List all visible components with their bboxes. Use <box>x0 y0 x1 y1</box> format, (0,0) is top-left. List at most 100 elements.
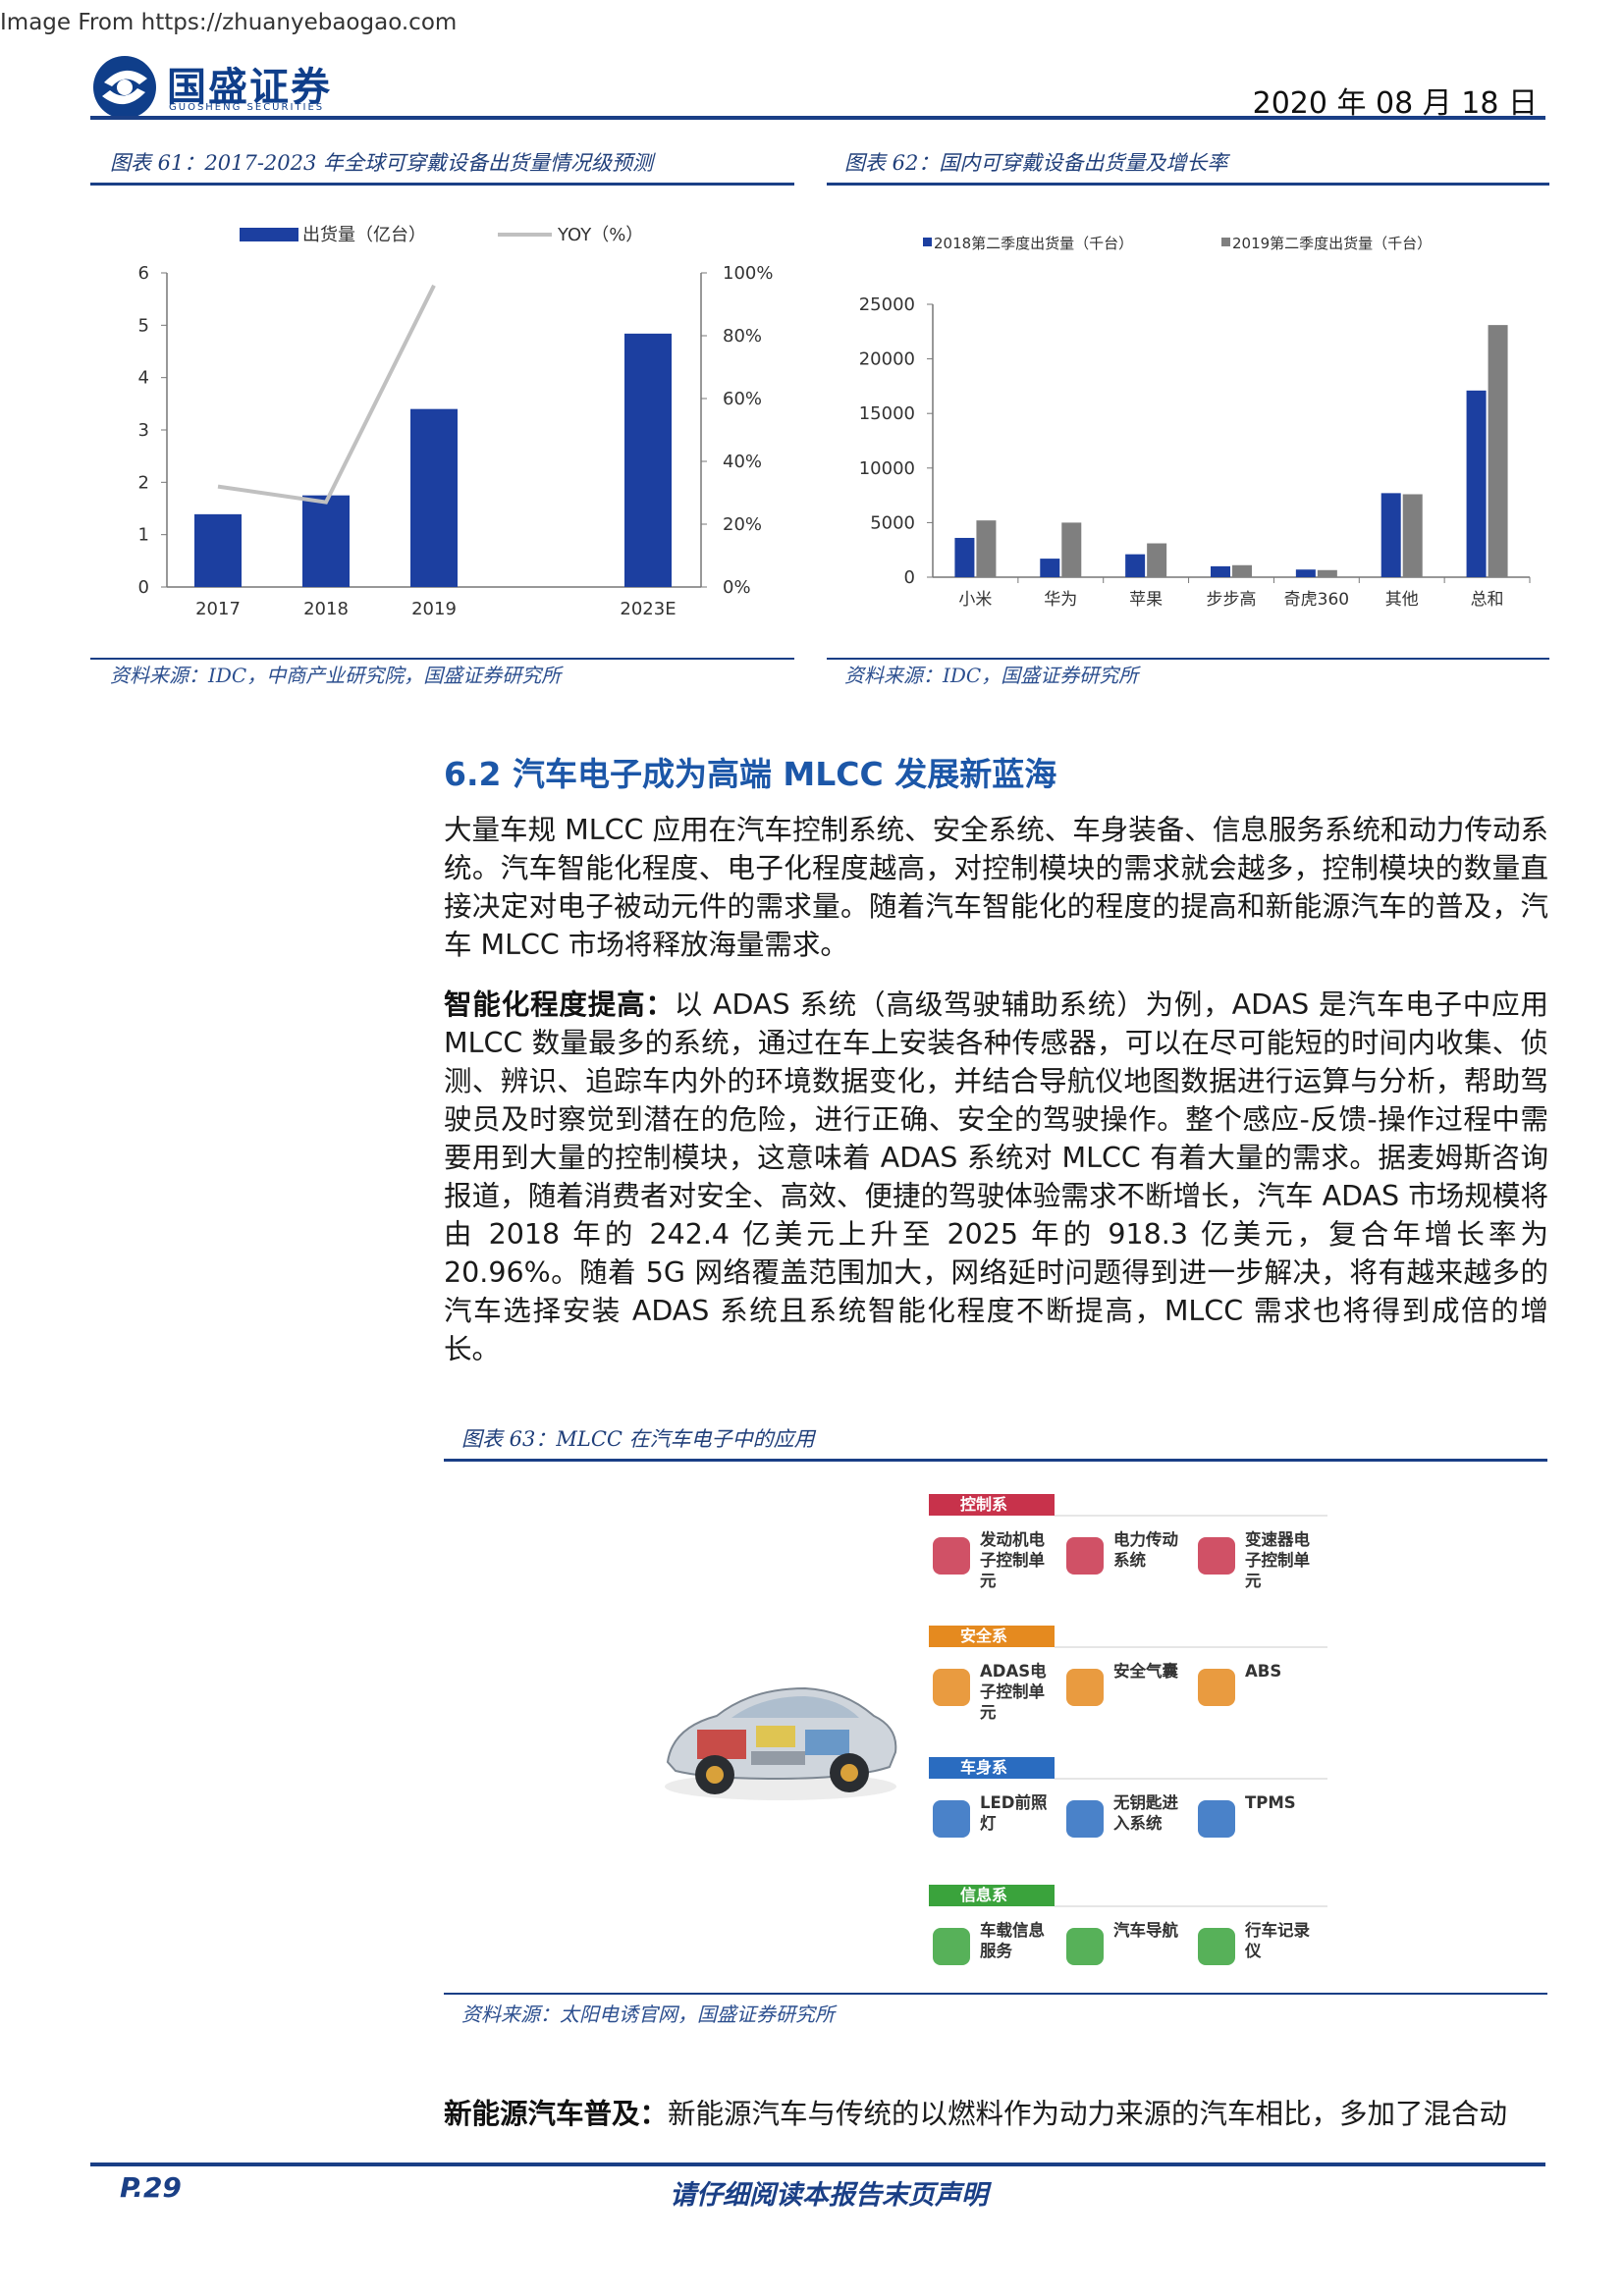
paragraph-3-body: 新能源汽车与传统的以燃料作为动力来源的汽车相比，多加了混合动 <box>668 2098 1508 2130</box>
x-tick-label: 华为 <box>1044 590 1077 610</box>
report-date: 2020 年 08 月 18 日 <box>1252 86 1538 121</box>
application-label: TPMS <box>1245 1793 1296 1812</box>
company-logo: 国盛证券 GUOSHENG SECURITIES <box>90 53 473 122</box>
y-tick-label: 2 <box>138 472 149 493</box>
figure62-chart: 2018第二季度出货量（千台） 2019第二季度出货量（千台） 0 5000 10000… <box>859 235 1531 610</box>
application-icon <box>933 1537 970 1575</box>
y2-tick-label: 20% <box>723 514 762 535</box>
figure63-bottom-rule <box>444 1993 1547 1995</box>
x-tick-label: 其他 <box>1385 590 1419 610</box>
bar-2019q2 <box>1147 543 1167 577</box>
bar-2019q2 <box>1061 522 1082 577</box>
bar-2019q2 <box>976 520 997 577</box>
legend-swatch-2018q2 <box>923 238 932 246</box>
bar-2018q2 <box>1295 569 1316 577</box>
x-tick-label: 2019 <box>411 599 457 619</box>
application-icon <box>933 1800 970 1838</box>
bar-2019q2 <box>1317 569 1337 577</box>
application-label: 电力传动系统 <box>1113 1530 1178 1570</box>
x-tick-label: 2023E <box>620 599 676 619</box>
x-tick-label: 总和 <box>1471 590 1504 610</box>
paragraph-2: 智能化程度提高：以 ADAS 系统（高级驾驶辅助系统）为例，ADAS 是汽车电子… <box>444 986 1548 1368</box>
y-tick-label: 6 <box>138 263 149 284</box>
application-icon <box>933 1669 970 1706</box>
application-icon <box>1198 1537 1235 1575</box>
bar-2018q2 <box>1211 565 1230 577</box>
category-divider <box>1055 1778 1327 1780</box>
y-tick-label: 5 <box>138 315 149 336</box>
application-icon <box>1198 1669 1235 1706</box>
figure62-title: 图表 62：国内可穿戴设备出货量及增长率 <box>844 151 1228 175</box>
bar-2018q2 <box>1125 554 1146 577</box>
figure63-top-rule <box>444 1459 1547 1462</box>
application-label: 发动机电子控制单元 <box>980 1530 1045 1590</box>
y2-tick-label: 80% <box>723 326 762 347</box>
paragraph-1: 大量车规 MLCC 应用在汽车控制系统、安全系统、车身装备、信息服务系统和动力传… <box>444 814 1548 961</box>
bar-shipments <box>624 333 672 587</box>
application-icon <box>1198 1928 1235 1965</box>
application-label: ADAS电子控制单元 <box>980 1662 1047 1722</box>
bar-shipments <box>410 408 458 587</box>
application-icon <box>1066 1800 1104 1838</box>
category-label: 安全系 <box>929 1626 1055 1647</box>
y-tick-label: 5000 <box>870 512 915 533</box>
y-tick-label: 25000 <box>859 294 915 315</box>
y-tick-label: 0 <box>138 577 149 598</box>
y-tick-label: 1 <box>138 525 149 546</box>
figure61-source: 资料来源：IDC，中商产业研究院，国盛证券研究所 <box>110 664 562 687</box>
category-divider <box>1055 1515 1327 1517</box>
y2-tick-label: 60% <box>723 389 762 409</box>
application-label: ABS <box>1245 1662 1282 1681</box>
application-icon <box>1198 1800 1235 1838</box>
x-tick-label: 步步高 <box>1207 590 1257 610</box>
y-tick-label: 4 <box>138 368 149 389</box>
bar-2019q2 <box>1488 325 1508 577</box>
figure62-bottom-rule <box>827 658 1549 660</box>
y2-tick-label: 0% <box>723 577 751 598</box>
y-tick-label: 3 <box>138 420 149 441</box>
y-tick-label: 20000 <box>859 349 915 370</box>
y-tick-label: 15000 <box>859 403 915 424</box>
category-label: 车身系 <box>929 1757 1055 1779</box>
y2-tick-label: 100% <box>723 263 773 284</box>
figure62-top-rule <box>827 183 1549 186</box>
legend-swatch-shipments <box>240 228 298 241</box>
paragraph-3: 新能源汽车普及：新能源汽车与传统的以燃料作为动力来源的汽车相比，多加了混合动 <box>444 2095 1548 2133</box>
car-illustration <box>665 1686 897 1800</box>
x-tick-label: 2017 <box>195 599 241 619</box>
bar-2019q2 <box>1402 494 1423 577</box>
company-name-en: GUOSHENG SECURITIES <box>169 102 325 113</box>
figure61-top-rule <box>90 183 794 186</box>
bar-shipments <box>302 495 350 587</box>
logo-icon <box>93 56 156 119</box>
legend-label-shipments: 出货量（亿台） <box>302 225 426 245</box>
application-label: 安全气囊 <box>1113 1662 1178 1681</box>
bar-2018q2 <box>1040 559 1060 577</box>
paragraph-2-body: 以 ADAS 系统（高级驾驶辅助系统）为例，ADAS 是汽车电子中应用 MLCC… <box>444 988 1548 1365</box>
legend-swatch-2019q2 <box>1221 238 1230 246</box>
paragraph-3-lead: 新能源汽车普及： <box>444 2098 669 2130</box>
x-tick-label: 小米 <box>958 590 992 610</box>
application-icon <box>1066 1669 1104 1706</box>
watermark-text: Image From https://zhuanyebaogao.com <box>0 10 458 35</box>
y2-tick-label: 40% <box>723 452 762 472</box>
figure62-source: 资料来源：IDC，国盛证券研究所 <box>844 664 1139 687</box>
category-label: 控制系 <box>929 1494 1055 1516</box>
application-label: LED前照灯 <box>980 1793 1048 1833</box>
category-label: 信息系 <box>929 1885 1055 1906</box>
category-divider <box>1055 1646 1327 1648</box>
category-divider <box>1055 1905 1327 1907</box>
footer-disclaimer: 请仔细阅读本报告末页声明 <box>670 2180 988 2211</box>
section-title: 6.2 汽车电子成为高端 MLCC 发展新蓝海 <box>444 755 1057 793</box>
y-tick-label: 10000 <box>859 458 915 479</box>
figure61-bottom-rule <box>90 658 794 660</box>
y-tick-label: 0 <box>904 567 915 588</box>
application-label: 行车记录仪 <box>1245 1921 1310 1960</box>
legend-label-yoy: YOY（%） <box>557 225 643 245</box>
figure63-title: 图表 63：MLCC 在汽车电子中的应用 <box>461 1427 815 1451</box>
x-tick-label: 2018 <box>303 599 349 619</box>
page-number: P.29 <box>120 2171 182 2204</box>
bar-2018q2 <box>1380 493 1401 577</box>
application-label: 汽车导航 <box>1113 1921 1178 1940</box>
figure61-chart: 出货量（亿台） YOY（%）01234560%20%40%60%80%100%20… <box>138 225 774 619</box>
